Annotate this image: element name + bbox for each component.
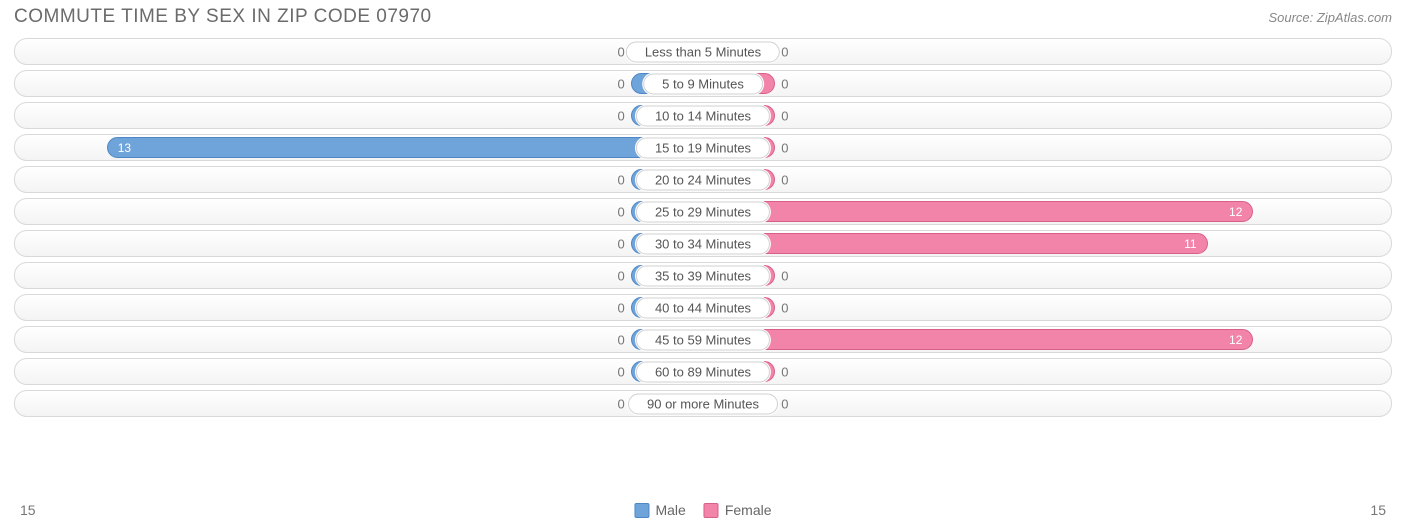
legend-item: Male: [634, 502, 685, 518]
legend-item: Female: [704, 502, 772, 518]
chart-source: Source: ZipAtlas.com: [1268, 10, 1392, 25]
female-value: 11: [1184, 237, 1196, 251]
category-label: 60 to 89 Minutes: [636, 361, 770, 382]
male-value: 0: [618, 364, 625, 379]
female-value: 0: [781, 76, 788, 91]
male-value: 13: [118, 141, 131, 155]
chart-row: 13 0 15 to 19 Minutes: [14, 134, 1392, 161]
category-label: Less than 5 Minutes: [626, 41, 780, 62]
chart-row: 0 0 5 to 9 Minutes: [14, 70, 1392, 97]
female-value: 0: [781, 364, 788, 379]
female-value: 0: [781, 108, 788, 123]
category-label: 40 to 44 Minutes: [636, 297, 770, 318]
chart-title: COMMUTE TIME BY SEX IN ZIP CODE 07970: [14, 6, 432, 28]
category-label: 20 to 24 Minutes: [636, 169, 770, 190]
category-label: 45 to 59 Minutes: [636, 329, 770, 350]
female-value: 0: [781, 140, 788, 155]
legend: Male Female: [634, 502, 771, 518]
female-bar: 12: [703, 201, 1253, 222]
category-label: 30 to 34 Minutes: [636, 233, 770, 254]
chart-footer: 15 Male Female 15: [0, 502, 1406, 518]
female-value: 12: [1229, 205, 1242, 219]
chart-row: 0 0 40 to 44 Minutes: [14, 294, 1392, 321]
chart-row: 0 12 45 to 59 Minutes: [14, 326, 1392, 353]
male-value: 0: [618, 76, 625, 91]
category-label: 35 to 39 Minutes: [636, 265, 770, 286]
male-value: 0: [618, 332, 625, 347]
chart-row: 0 0 35 to 39 Minutes: [14, 262, 1392, 289]
male-value: 0: [618, 396, 625, 411]
axis-max-left: 15: [20, 502, 36, 518]
chart-row: 0 0 60 to 89 Minutes: [14, 358, 1392, 385]
chart-row: 0 0Less than 5 Minutes: [14, 38, 1392, 65]
female-bar: 12: [703, 329, 1253, 350]
female-value: 0: [781, 268, 788, 283]
legend-swatch: [634, 503, 649, 518]
female-value: 0: [781, 172, 788, 187]
male-value: 0: [618, 236, 625, 251]
legend-label: Female: [725, 502, 772, 518]
legend-label: Male: [655, 502, 685, 518]
female-value: 12: [1229, 333, 1242, 347]
category-label: 25 to 29 Minutes: [636, 201, 770, 222]
male-bar: 13: [107, 137, 703, 158]
axis-max-right: 15: [1370, 502, 1386, 518]
chart-header: COMMUTE TIME BY SEX IN ZIP CODE 07970 So…: [0, 0, 1406, 38]
legend-swatch: [704, 503, 719, 518]
male-value: 0: [618, 268, 625, 283]
chart-row: 0 12 25 to 29 Minutes: [14, 198, 1392, 225]
category-label: 90 or more Minutes: [628, 393, 778, 414]
male-value: 0: [618, 172, 625, 187]
female-value: 0: [781, 300, 788, 315]
category-label: 10 to 14 Minutes: [636, 105, 770, 126]
female-value: 0: [781, 396, 788, 411]
category-label: 15 to 19 Minutes: [636, 137, 770, 158]
male-value: 0: [618, 108, 625, 123]
chart-row: 0 0 20 to 24 Minutes: [14, 166, 1392, 193]
male-value: 0: [618, 300, 625, 315]
chart-row: 0 0 10 to 14 Minutes: [14, 102, 1392, 129]
female-bar: 11: [703, 233, 1208, 254]
male-value: 0: [618, 44, 625, 59]
chart-body: 00Less than 5 Minutes005 to 9 Minutes001…: [0, 38, 1406, 417]
chart-row: 0 11 30 to 34 Minutes: [14, 230, 1392, 257]
male-value: 0: [618, 204, 625, 219]
chart-row: 0 090 or more Minutes: [14, 390, 1392, 417]
category-label: 5 to 9 Minutes: [643, 73, 763, 94]
female-value: 0: [781, 44, 788, 59]
